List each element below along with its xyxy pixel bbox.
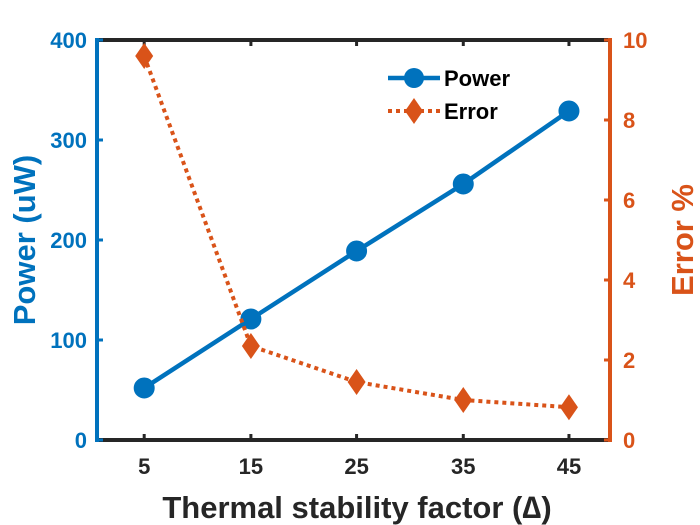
y-right-tick-label: 6 xyxy=(623,188,635,213)
data-point-power xyxy=(558,100,580,122)
data-point-error xyxy=(559,394,578,421)
series-line-error xyxy=(142,55,570,410)
x-tick-label: 15 xyxy=(239,454,263,479)
x-tick-label: 45 xyxy=(557,454,581,479)
y-right-tick-label: 4 xyxy=(623,268,636,293)
legend-label-power: Power xyxy=(444,66,510,91)
axes: 0 100 200 300 400 0 2 4 6 8 10 5 15 25 35 45 xyxy=(50,28,647,479)
legend-marker-error xyxy=(405,98,423,124)
y-right-tick-label: 10 xyxy=(623,28,647,53)
data-point-error xyxy=(135,43,154,69)
x-tick-label: 5 xyxy=(138,454,150,479)
data-point-power xyxy=(133,377,155,399)
legend-label-error: Error xyxy=(444,99,498,124)
data-point-power xyxy=(452,173,474,195)
series-layer xyxy=(133,43,580,421)
y-axis-right-label: Error % xyxy=(665,184,700,296)
y-axis-left-label: Power (uW) xyxy=(7,155,42,326)
y-left-tick-label: 300 xyxy=(50,128,87,153)
legend: Power Error xyxy=(388,66,510,124)
y-right-tick-label: 0 xyxy=(623,428,635,453)
y-left-tick-label: 100 xyxy=(50,328,87,353)
data-point-error xyxy=(454,387,473,413)
data-point-power xyxy=(346,240,368,262)
y-right-tick-label: 8 xyxy=(623,108,635,133)
x-tick-label: 35 xyxy=(451,454,475,479)
data-point-error xyxy=(347,369,366,395)
legend-marker-power xyxy=(404,68,424,88)
y-left-tick-label: 400 xyxy=(50,28,87,53)
y-left-tick-label: 200 xyxy=(50,228,87,253)
x-tick-label: 25 xyxy=(344,454,368,479)
data-point-error xyxy=(241,333,260,359)
y-left-tick-label: 0 xyxy=(75,428,87,453)
data-point-power xyxy=(240,308,262,330)
y-right-tick-label: 2 xyxy=(623,348,635,373)
x-axis-label: Thermal stability factor (∆) xyxy=(162,490,551,525)
